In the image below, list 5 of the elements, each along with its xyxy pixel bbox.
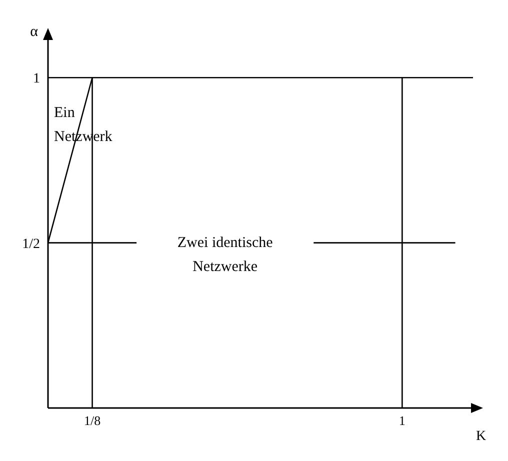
x-tick-label: 1/8: [84, 413, 101, 428]
y-axis-title: α: [30, 24, 38, 40]
annotation: Zwei identische Netzwerke: [176, 234, 274, 277]
x-axis-title: K: [476, 429, 486, 444]
y-tick-label: 1/2: [22, 236, 40, 252]
